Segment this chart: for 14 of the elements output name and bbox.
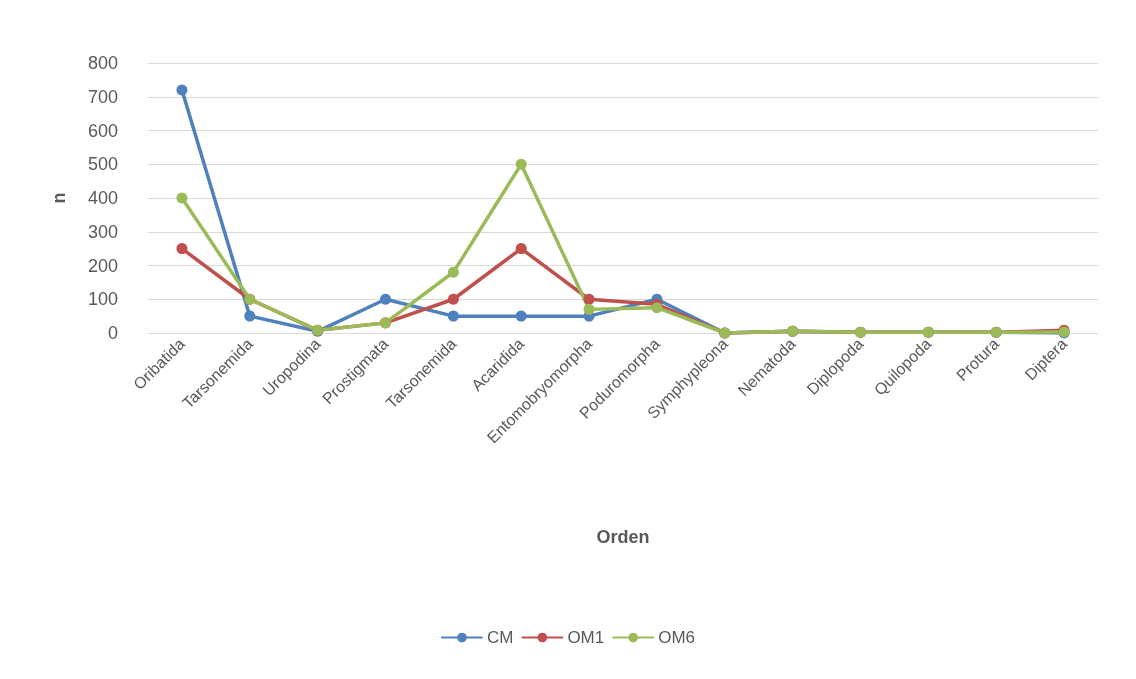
- y-tick-label: 200: [87, 255, 118, 276]
- y-tick-label: 400: [87, 188, 118, 208]
- y-tick-label: 700: [87, 86, 118, 107]
- x-axis-title: Orden: [596, 527, 650, 547]
- legend-label: CM: [486, 628, 514, 647]
- y-axis-title: n: [49, 192, 69, 204]
- legend-label: OM1: [567, 628, 605, 647]
- y-tick-label: 600: [87, 120, 118, 141]
- y-tick-label: 300: [87, 221, 118, 242]
- y-tick-label: 800: [87, 53, 118, 73]
- y-tick-label: 100: [87, 289, 118, 310]
- y-tick-label: 500: [87, 154, 118, 175]
- y-tick-label: 0: [107, 323, 118, 343]
- legend-label: OM6: [658, 628, 696, 647]
